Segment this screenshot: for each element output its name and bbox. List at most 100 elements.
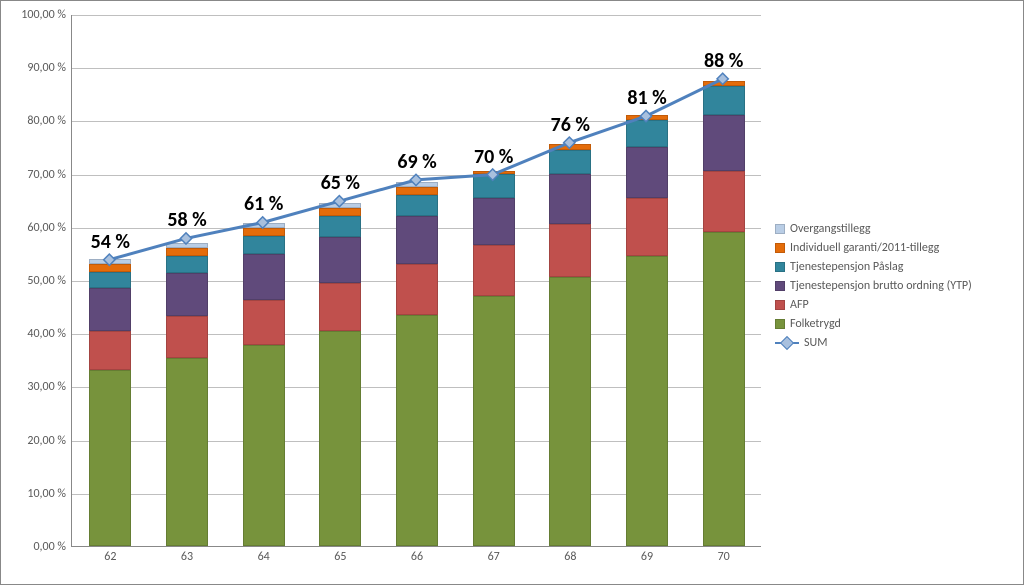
bar-segment-folke: [626, 256, 668, 546]
bar-segment-garanti: [319, 208, 361, 216]
bar-segment-paslag: [703, 86, 745, 115]
legend-label: Individuell garanti/2011-tillegg: [790, 241, 939, 255]
bar-stack: [89, 14, 131, 546]
plot-area: 0,00 %10,00 %20,00 %30,00 %40,00 %50,00 …: [71, 15, 761, 547]
bar-segment-folke: [549, 277, 591, 546]
legend-label: Tjenestepensjon brutto ordning (YTP): [790, 279, 972, 293]
bar-segment-ytp: [549, 174, 591, 225]
bar-segment-afp: [703, 171, 745, 232]
data-label: 70 %: [474, 145, 513, 169]
legend-label: Folketrygd: [790, 317, 841, 331]
legend-item: Tjenestepensjon brutto ordning (YTP): [775, 276, 972, 295]
x-tick-label: 66: [411, 546, 423, 564]
bar-segment-overgang: [396, 182, 438, 187]
y-tick-label: 80,00 %: [27, 114, 72, 128]
x-tick-label: 62: [104, 546, 116, 564]
bar-segment-garanti: [549, 144, 591, 149]
y-tick-label: 100,00 %: [21, 8, 72, 22]
legend-item: AFP: [775, 295, 972, 314]
legend-item: SUM: [775, 333, 972, 352]
legend-swatch: [775, 262, 785, 272]
bar-segment-folke: [243, 345, 285, 546]
legend-label: AFP: [790, 298, 809, 312]
bar-segment-folke: [396, 315, 438, 546]
legend-swatch: [775, 319, 785, 329]
bar-segment-folke: [319, 331, 361, 546]
bar-segment-garanti: [166, 248, 208, 256]
bar-stack: [166, 14, 208, 546]
bar-segment-ytp: [626, 147, 668, 198]
bar-segment-overgang: [89, 259, 131, 264]
bar-segment-garanti: [703, 81, 745, 86]
y-tick-label: 20,00 %: [27, 434, 72, 448]
y-tick-label: 40,00 %: [27, 327, 72, 341]
bar-segment-folke: [473, 296, 515, 546]
legend-label: Tjenestepensjon Påslag: [790, 260, 903, 274]
bar-segment-afp: [243, 300, 285, 345]
bar-segment-paslag: [319, 216, 361, 237]
bar-segment-paslag: [89, 272, 131, 288]
bar-segment-overgang: [319, 203, 361, 208]
data-label: 81 %: [627, 86, 666, 110]
bar-segment-afp: [89, 331, 131, 371]
legend-label: SUM: [804, 336, 827, 350]
bar-stack: [549, 14, 591, 546]
legend: Overgangstillegg Individuell garanti/2011…: [775, 219, 972, 352]
bar-segment-paslag: [243, 236, 285, 255]
legend-swatch: [775, 224, 785, 234]
y-tick-label: 60,00 %: [27, 221, 72, 235]
y-tick-label: 70,00 %: [27, 168, 72, 182]
data-label: 65 %: [321, 171, 360, 195]
bar-segment-garanti: [396, 187, 438, 195]
legend-item: Folketrygd: [775, 314, 972, 333]
bar-segment-afp: [549, 224, 591, 277]
bar-segment-afp: [626, 198, 668, 257]
y-tick-label: 10,00 %: [27, 487, 72, 501]
pension-chart: 0,00 % 10,00 % 20,00 % 30,00 % 40,00 % 50,00 …: [0, 0, 1024, 585]
bar-stack: [473, 14, 515, 546]
y-tick-label: 90,00 %: [27, 61, 72, 75]
bar-stack: [703, 14, 745, 546]
y-tick-label: 30,00 %: [27, 380, 72, 394]
data-label: 54 %: [91, 230, 130, 254]
bar-segment-garanti: [473, 171, 515, 174]
legend-item: Individuell garanti/2011-tillegg: [775, 238, 972, 257]
bar-segment-folke: [89, 370, 131, 546]
bar-segment-folke: [166, 358, 208, 546]
bar-stack: [396, 14, 438, 546]
x-tick-label: 63: [181, 546, 193, 564]
bar-segment-folke: [703, 232, 745, 546]
data-label: 58 %: [167, 208, 206, 232]
x-tick-label: 67: [488, 546, 500, 564]
bar-segment-ytp: [166, 273, 208, 316]
bar-segment-paslag: [473, 174, 515, 198]
bar-segment-afp: [473, 245, 515, 296]
data-label: 88 %: [704, 49, 743, 73]
bar-segment-afp: [319, 283, 361, 331]
bar-segment-ytp: [243, 254, 285, 299]
legend-swatch: [775, 281, 785, 291]
y-tick-label: 0,00 %: [33, 540, 72, 554]
x-tick-label: 68: [564, 546, 576, 564]
bar-stack: [319, 14, 361, 546]
bar-segment-garanti: [89, 264, 131, 272]
bar-segment-paslag: [549, 150, 591, 174]
data-label: 61 %: [244, 192, 283, 216]
data-label: 69 %: [397, 150, 436, 174]
x-tick-label: 70: [718, 546, 730, 564]
legend-swatch: [775, 243, 785, 253]
x-tick-label: 65: [334, 546, 346, 564]
legend-item: Tjenestepensjon Påslag: [775, 257, 972, 276]
bar-segment-paslag: [166, 256, 208, 273]
bar-segment-ytp: [703, 115, 745, 171]
bar-segment-overgang: [166, 243, 208, 248]
bar-segment-ytp: [319, 237, 361, 282]
bar-segment-overgang: [243, 223, 285, 228]
bar-segment-afp: [166, 316, 208, 359]
bar-stack: [243, 14, 285, 546]
legend-label: Overgangstillegg: [790, 222, 871, 236]
legend-line-swatch: [775, 337, 799, 349]
y-tick-label: 50,00 %: [27, 274, 72, 288]
bar-segment-paslag: [626, 120, 668, 147]
bar-segment-ytp: [89, 288, 131, 331]
